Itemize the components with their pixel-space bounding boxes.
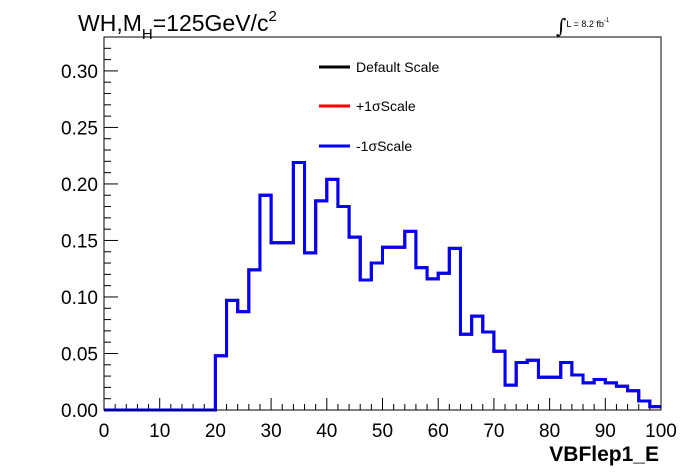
- x-tick-label: 10: [149, 421, 170, 442]
- x-tick-label: 0: [99, 421, 110, 442]
- y-tick-label: 0.25: [61, 118, 98, 139]
- histogram-step-line: [104, 160, 661, 412]
- y-tick-label: 0.15: [61, 231, 98, 252]
- legend-label: -1σScale: [356, 138, 412, 154]
- luminosity-exponent: -1: [603, 18, 610, 24]
- x-tick-label: 100: [645, 421, 677, 442]
- luminosity-label: ∫L = 8.2 fb-1: [556, 14, 609, 38]
- x-tick-label: 50: [372, 421, 393, 442]
- x-tick-label: 70: [483, 421, 504, 442]
- y-tick-label: 0.00: [61, 401, 98, 422]
- mass-superscript: 2: [268, 8, 277, 25]
- histogram-step-line: [104, 160, 661, 412]
- legend-label: +1σScale: [356, 98, 416, 114]
- x-tick-label: 80: [539, 421, 560, 442]
- y-tick-label: 0.30: [61, 62, 98, 83]
- x-tick-label: 40: [316, 421, 337, 442]
- mass-value: =125GeV/c: [152, 10, 269, 36]
- legend-label: Default Scale: [356, 59, 439, 75]
- y-tick-label: 0.05: [61, 344, 98, 365]
- y-tick-label: 0.10: [61, 288, 98, 309]
- plot-header-title: WH,MH=125GeV/c2: [78, 8, 277, 43]
- integral-symbol: ∫: [556, 14, 567, 38]
- plot-frame: [103, 36, 662, 411]
- histogram-step-line: [104, 160, 661, 412]
- histogram-series--1-scale: [104, 160, 661, 412]
- x-tick-label: 20: [205, 421, 226, 442]
- process-label: WH,M: [78, 10, 142, 36]
- luminosity-text: L = 8.2 fb: [566, 19, 604, 29]
- x-axis-label: VBFlep1_E: [549, 443, 659, 466]
- mass-subscript: H: [141, 26, 153, 43]
- x-tick-label: 60: [428, 421, 449, 442]
- legend: Default Scale +1σScale -1σScale: [319, 59, 439, 154]
- y-tick-label: 0.20: [61, 175, 98, 196]
- histogram-series: [104, 160, 661, 412]
- histogram-series--1-scale: [104, 160, 661, 412]
- axis-ticks: [103, 36, 662, 411]
- axis-tick-labels: 0 10 20 30 40 50 60 70 80 90 100 0.00 0.05 0.10 0.15 0.…: [61, 62, 677, 442]
- histogram-series-default-scale: [104, 160, 661, 412]
- x-tick-label: 90: [595, 421, 616, 442]
- x-tick-label: 30: [261, 421, 282, 442]
